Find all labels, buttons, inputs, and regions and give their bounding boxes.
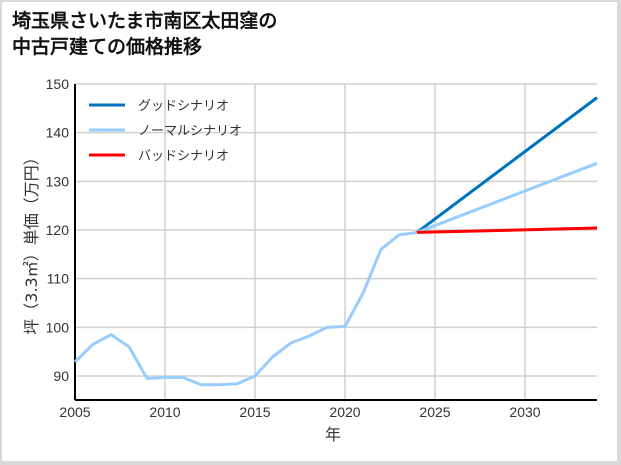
legend-label: ノーマルシナリオ: [138, 124, 242, 139]
x-tick-label: 2015: [239, 404, 270, 420]
chart-title-line1: 埼玉県さいたま市南区太田窪の: [12, 10, 278, 32]
chart-title: 埼玉県さいたま市南区太田窪の 中古戸建ての価格推移: [12, 8, 277, 60]
x-tick-label: 2020: [329, 404, 360, 420]
series-line-0: [73, 230, 418, 387]
x-tick-label: 2030: [509, 404, 540, 420]
series-line-1: [416, 96, 598, 234]
y-tick-label: 130: [46, 173, 70, 189]
legend-label: バッドシナリオ: [138, 149, 229, 164]
y-tick-label: 100: [46, 319, 70, 335]
x-tick-label: 2010: [149, 404, 180, 420]
x-tick-label: 2005: [59, 404, 90, 420]
y-tick-label: 150: [46, 76, 70, 92]
y-tick-label: 120: [46, 222, 70, 238]
y-tick-label: 140: [46, 125, 70, 141]
y-tick-label: 110: [47, 271, 70, 287]
y-axis-title: 坪（3.3㎡）単価（万円）: [22, 149, 41, 334]
chart-title-line2: 中古戸建ての価格推移: [12, 36, 203, 58]
legend-label: グッドシナリオ: [138, 99, 229, 114]
series-line-2: [416, 161, 598, 234]
series-line-3: [416, 226, 598, 234]
x-axis-title: 年: [325, 425, 341, 444]
x-tick-label: 2025: [419, 404, 450, 420]
y-tick-label: 90: [53, 368, 69, 384]
